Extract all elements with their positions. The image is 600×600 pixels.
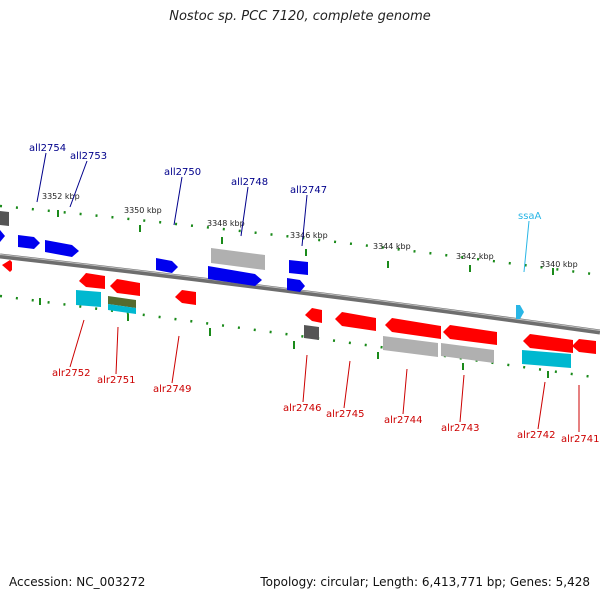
genome-title: Nostoc sp. PCC 7120, complete genome — [169, 9, 431, 24]
gene-arrow[interactable] — [335, 312, 376, 331]
gene-arrow[interactable] — [385, 318, 441, 339]
misc-gene[interactable] — [108, 304, 136, 314]
gene-arrow[interactable] — [156, 258, 178, 273]
gene-label[interactable]: alr2745 — [326, 409, 364, 420]
tick-label: 3346 kbp — [290, 231, 328, 240]
gene-label[interactable]: ssaA — [518, 211, 542, 222]
accession-text: Accession: NC_003272 — [9, 575, 146, 589]
gene-label[interactable]: alr2746 — [283, 403, 321, 414]
tick-label: 3342 kbp — [456, 252, 494, 261]
gene-label[interactable]: all2747 — [290, 185, 327, 196]
gene-label[interactable]: alr2749 — [153, 384, 191, 395]
pseudo-gene[interactable] — [383, 336, 438, 357]
gene-arrow[interactable] — [572, 339, 596, 354]
gene-arrow[interactable] — [523, 334, 573, 353]
gene-arrow[interactable] — [2, 260, 12, 272]
gene-label[interactable]: all2753 — [70, 151, 107, 162]
gene-label[interactable]: alr2742 — [517, 430, 555, 441]
gene-label[interactable]: alr2743 — [441, 423, 479, 434]
tick-label: 3348 kbp — [207, 219, 245, 228]
gene-label[interactable]: all2754 — [29, 143, 66, 154]
gene-arrow[interactable] — [287, 278, 305, 292]
reverse-genes — [2, 260, 596, 368]
forward-leader-lines — [36, 152, 308, 247]
gene-arrow[interactable] — [175, 290, 196, 305]
gene-label[interactable]: alr2752 — [52, 368, 90, 379]
gene-arrow[interactable] — [443, 325, 497, 345]
misc-gene[interactable] — [0, 211, 9, 226]
misc-gene[interactable] — [304, 325, 319, 340]
gene-arrow[interactable] — [289, 260, 308, 275]
tick-label: 3340 kbp — [540, 260, 578, 269]
gene-arrow[interactable] — [305, 308, 322, 323]
genome-summary: Topology: circular; Length: 6,413,771 bp… — [260, 575, 590, 589]
genome-backbone — [0, 253, 600, 335]
gene-label[interactable]: alr2751 — [97, 375, 135, 386]
gene-arrow[interactable] — [110, 279, 140, 296]
gene-arrow[interactable] — [45, 240, 79, 257]
tick-label: 3350 kbp — [124, 206, 162, 215]
gene-label[interactable]: all2750 — [164, 167, 201, 178]
gene-label[interactable]: alr2741 — [561, 434, 599, 445]
pseudo-gene[interactable] — [441, 343, 494, 363]
gene-arrow[interactable] — [79, 273, 105, 289]
tick-label: 3352 kbp — [42, 192, 80, 201]
gene-arrow[interactable] — [0, 230, 5, 242]
misc-gene[interactable] — [522, 350, 571, 368]
reverse-leader-lines — [69, 319, 580, 432]
gene-arrow[interactable] — [208, 266, 262, 286]
rna-gene[interactable] — [516, 305, 524, 319]
tick-label: 3344 kbp — [373, 242, 411, 251]
forward-genes — [0, 211, 308, 292]
gene-arrow[interactable] — [18, 235, 40, 249]
gene-label[interactable]: alr2744 — [384, 415, 422, 426]
rna-leader-line — [523, 220, 530, 273]
gene-label[interactable]: all2748 — [231, 177, 268, 188]
misc-gene[interactable] — [76, 290, 101, 307]
lower-major-ticks — [39, 298, 549, 378]
upper-major-ticks — [57, 210, 554, 275]
pseudo-gene[interactable] — [211, 248, 265, 270]
lower-tick-track — [0, 294, 600, 380]
